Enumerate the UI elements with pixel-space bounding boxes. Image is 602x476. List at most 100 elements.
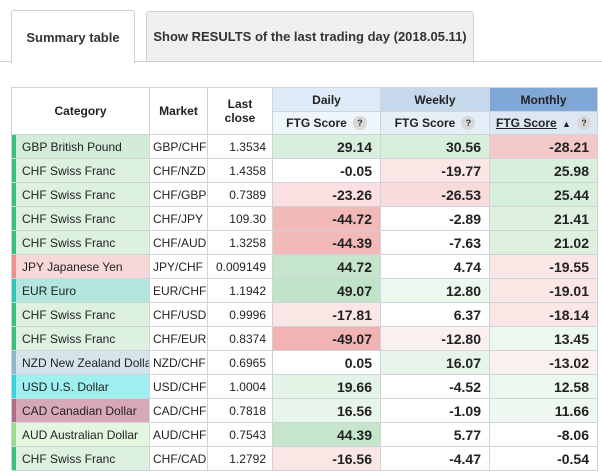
header-weekly: Weekly bbox=[380, 87, 490, 112]
last-close-cell: 1.0004 bbox=[207, 374, 273, 399]
table-row[interactable]: CHF Swiss Franc CHF/EUR 0.8374 -49.07 -12.80… bbox=[11, 326, 598, 351]
table-row[interactable]: CHF Swiss Franc CHF/NZD 1.4358 -0.05 -19.77 2… bbox=[11, 158, 598, 183]
daily-score-cell: 29.14 bbox=[272, 134, 381, 159]
monthly-ftg-score-label[interactable]: FTG Score bbox=[496, 116, 557, 130]
category-cell: CHF Swiss Franc bbox=[11, 446, 150, 471]
category-label: CHF Swiss Franc bbox=[22, 331, 116, 346]
weekly-ftg-score-label[interactable]: FTG Score bbox=[394, 116, 456, 130]
subheader-monthly-ftg[interactable]: FTG Score ▲ ? bbox=[489, 111, 598, 135]
last-close-cell: 0.7818 bbox=[207, 398, 273, 423]
daily-score-cell: -49.07 bbox=[272, 326, 381, 351]
weekly-score-cell: 12.80 bbox=[380, 278, 490, 303]
category-label: CHF Swiss Franc bbox=[22, 307, 116, 322]
table-row[interactable]: CAD Canadian Dollar CAD/CHF 0.7818 16.56 -1.… bbox=[11, 398, 598, 423]
daily-score-cell: 19.66 bbox=[272, 374, 381, 399]
weekly-score-cell: -26.53 bbox=[380, 182, 490, 207]
market-cell: GBP/CHF bbox=[149, 134, 208, 159]
market-cell: CAD/CHF bbox=[149, 398, 208, 423]
header-market[interactable]: Market bbox=[149, 87, 208, 135]
category-cell: AUD Australian Dollar bbox=[11, 422, 150, 447]
daily-score-cell: -17.81 bbox=[272, 302, 381, 327]
table-row[interactable]: EUR Euro EUR/CHF 1.1942 49.07 12.80 -19.01 bbox=[11, 278, 598, 303]
category-cell: CHF Swiss Franc bbox=[11, 326, 150, 351]
market-cell: NZD/CHF bbox=[149, 350, 208, 375]
last-close-cell: 109.30 bbox=[207, 206, 273, 231]
daily-score-cell: 16.56 bbox=[272, 398, 381, 423]
category-label: CHF Swiss Franc bbox=[22, 235, 116, 250]
table-row[interactable]: JPY Japanese Yen JPY/CHF 0.009149 44.72 4.74… bbox=[11, 254, 598, 279]
daily-score-cell: -16.56 bbox=[272, 446, 381, 471]
tab-summary-table[interactable]: Summary table bbox=[11, 10, 135, 63]
market-cell: CHF/EUR bbox=[149, 326, 208, 351]
monthly-score-cell: -18.14 bbox=[489, 302, 598, 327]
table-row[interactable]: USD U.S. Dollar USD/CHF 1.0004 19.66 -4.52 12… bbox=[11, 374, 598, 399]
last-close-cell: 1.2792 bbox=[207, 446, 273, 471]
category-color-swatch bbox=[12, 183, 16, 206]
daily-score-cell: 44.72 bbox=[272, 254, 381, 279]
monthly-score-cell: -0.54 bbox=[489, 446, 598, 471]
help-icon[interactable]: ? bbox=[461, 116, 476, 130]
category-color-swatch bbox=[12, 279, 16, 302]
weekly-score-cell: -4.47 bbox=[380, 446, 490, 471]
category-color-swatch bbox=[12, 135, 16, 158]
daily-score-cell: 44.39 bbox=[272, 422, 381, 447]
category-color-swatch bbox=[12, 399, 16, 422]
table-row[interactable]: CHF Swiss Franc CHF/JPY 109.30 -44.72 -2.89 2… bbox=[11, 206, 598, 231]
help-icon[interactable]: ? bbox=[576, 116, 591, 130]
sort-ascending-icon[interactable]: ▲ bbox=[562, 119, 571, 129]
category-label: JPY Japanese Yen bbox=[22, 259, 123, 274]
last-close-cell: 1.1942 bbox=[207, 278, 273, 303]
daily-score-cell: -0.05 bbox=[272, 158, 381, 183]
monthly-score-cell: -8.06 bbox=[489, 422, 598, 447]
category-label: USD U.S. Dollar bbox=[22, 379, 109, 394]
category-cell: CHF Swiss Franc bbox=[11, 158, 150, 183]
category-label: CHF Swiss Franc bbox=[22, 163, 116, 178]
market-cell: CHF/GBP bbox=[149, 182, 208, 207]
daily-score-cell: -44.72 bbox=[272, 206, 381, 231]
subheader-weekly-ftg[interactable]: FTG Score ? bbox=[380, 111, 490, 135]
tab-bar: Summary table Show RESULTS of the last t… bbox=[0, 0, 602, 63]
category-label: CHF Swiss Franc bbox=[22, 211, 116, 226]
table-row[interactable]: NZD New Zealand Dollar NZD/CHF 0.6965 0.05 1… bbox=[11, 350, 598, 375]
daily-score-cell: 49.07 bbox=[272, 278, 381, 303]
category-cell: CHF Swiss Franc bbox=[11, 182, 150, 207]
weekly-score-cell: -12.80 bbox=[380, 326, 490, 351]
monthly-score-cell: -13.02 bbox=[489, 350, 598, 375]
weekly-score-cell: 16.07 bbox=[380, 350, 490, 375]
category-color-swatch bbox=[12, 207, 16, 230]
last-close-cell: 0.6965 bbox=[207, 350, 273, 375]
market-cell: USD/CHF bbox=[149, 374, 208, 399]
category-label: EUR Euro bbox=[22, 283, 77, 298]
table-row[interactable]: CHF Swiss Franc CHF/USD 0.9996 -17.81 6.37 -1… bbox=[11, 302, 598, 327]
weekly-score-cell: -1.09 bbox=[380, 398, 490, 423]
tab-show-results[interactable]: Show RESULTS of the last trading day (20… bbox=[146, 11, 474, 61]
category-color-swatch bbox=[12, 231, 16, 254]
subheader-daily-ftg[interactable]: FTG Score ? bbox=[272, 111, 381, 135]
weekly-score-cell: -19.77 bbox=[380, 158, 490, 183]
help-icon[interactable]: ? bbox=[352, 116, 367, 130]
table-row[interactable]: CHF Swiss Franc CHF/CAD 1.2792 -16.56 -4.47-… bbox=[11, 446, 598, 471]
last-close-cell: 0.009149 bbox=[207, 254, 273, 279]
category-label: AUD Australian Dollar bbox=[22, 427, 139, 442]
table-row[interactable]: AUD Australian Dollar AUD/CHF 0.7543 44.39 5… bbox=[11, 422, 598, 447]
market-cell: JPY/CHF bbox=[149, 254, 208, 279]
category-cell: EUR Euro bbox=[11, 278, 150, 303]
monthly-score-cell: 21.02 bbox=[489, 230, 598, 255]
category-cell: NZD New Zealand Dollar bbox=[11, 350, 150, 375]
table-row[interactable]: CHF Swiss Franc CHF/GBP 0.7389 -23.26 -26.53… bbox=[11, 182, 598, 207]
header-category[interactable]: Category bbox=[11, 87, 150, 135]
weekly-score-cell: 6.37 bbox=[380, 302, 490, 327]
market-cell: CHF/CAD bbox=[149, 446, 208, 471]
category-cell: JPY Japanese Yen bbox=[11, 254, 150, 279]
category-cell: CAD Canadian Dollar bbox=[11, 398, 150, 423]
monthly-score-cell: -19.55 bbox=[489, 254, 598, 279]
table-row[interactable]: CHF Swiss Franc CHF/AUD 1.3258 -44.39 -7.63 2… bbox=[11, 230, 598, 255]
weekly-score-cell: -4.52 bbox=[380, 374, 490, 399]
table-row[interactable]: GBP British Pound GBP/CHF 1.3534 29.14 30.56… bbox=[11, 134, 598, 159]
header-last-close[interactable]: Last close bbox=[207, 87, 273, 135]
market-cell: CHF/USD bbox=[149, 302, 208, 327]
market-cell: CHF/AUD bbox=[149, 230, 208, 255]
category-cell: GBP British Pound bbox=[11, 134, 150, 159]
category-cell: CHF Swiss Franc bbox=[11, 230, 150, 255]
daily-ftg-score-label[interactable]: FTG Score bbox=[286, 116, 347, 130]
